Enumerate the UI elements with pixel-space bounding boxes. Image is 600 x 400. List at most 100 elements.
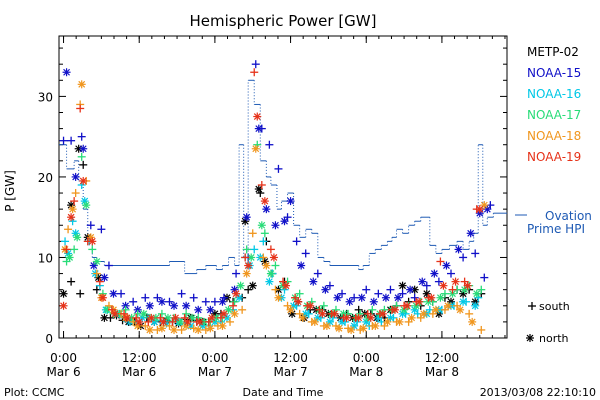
north-point bbox=[439, 281, 448, 290]
north-point bbox=[415, 297, 424, 306]
north-point bbox=[394, 293, 403, 302]
north-point bbox=[431, 305, 440, 314]
plot-frame bbox=[58, 35, 508, 339]
series-legend-item: NOAA-15 bbox=[527, 66, 581, 80]
north-point bbox=[235, 293, 244, 302]
north-point bbox=[65, 253, 74, 262]
south-point bbox=[229, 301, 238, 310]
north-point bbox=[306, 301, 315, 310]
north-point bbox=[92, 257, 101, 266]
north-point bbox=[262, 205, 271, 214]
north-point bbox=[330, 309, 339, 318]
north-point bbox=[442, 261, 451, 270]
south-point bbox=[271, 261, 280, 270]
north-point bbox=[395, 317, 404, 326]
north-point bbox=[322, 321, 331, 330]
north-point bbox=[82, 201, 91, 210]
north-point bbox=[251, 144, 260, 153]
north-point bbox=[454, 245, 463, 254]
series-legend: METP-02 NOAA-15 NOAA-16 NOAA-17 NOAA-18 NOAA-… bbox=[527, 45, 581, 164]
north-point bbox=[218, 297, 227, 306]
south-symbol bbox=[528, 302, 536, 310]
south-point bbox=[104, 301, 113, 310]
north-point bbox=[171, 313, 180, 322]
south-point bbox=[279, 277, 287, 286]
y-tick-label: 30 bbox=[38, 90, 53, 104]
south-point bbox=[251, 60, 260, 69]
south-point bbox=[448, 285, 457, 294]
series-legend-item: NOAA-18 bbox=[527, 129, 581, 143]
series-legend-item: NOAA-17 bbox=[527, 108, 581, 122]
north-point bbox=[145, 325, 154, 334]
south-point bbox=[86, 221, 95, 230]
north-point bbox=[443, 301, 452, 310]
north-point bbox=[157, 297, 166, 306]
south-point bbox=[250, 245, 259, 254]
chart-title: Hemispheric Power [GW] bbox=[190, 12, 377, 30]
south-point bbox=[434, 277, 443, 286]
south-point bbox=[440, 305, 449, 314]
north-point bbox=[475, 205, 484, 214]
south-point bbox=[440, 289, 449, 298]
north-point bbox=[456, 305, 465, 314]
data-points bbox=[59, 60, 495, 334]
north-point bbox=[468, 317, 477, 326]
north-point bbox=[354, 313, 363, 322]
north-point bbox=[274, 293, 283, 302]
north-point bbox=[89, 261, 98, 270]
north-point bbox=[236, 281, 245, 290]
south-point bbox=[301, 249, 310, 258]
south-point bbox=[315, 305, 324, 314]
x-tick-label-time: 0:00 bbox=[353, 351, 380, 365]
south-point bbox=[92, 285, 101, 294]
south-point bbox=[471, 249, 480, 258]
north-point bbox=[318, 309, 327, 318]
north-point bbox=[206, 324, 215, 333]
south-point bbox=[295, 309, 304, 318]
x-tick-label-date: Mar 7 bbox=[274, 365, 308, 379]
south-point bbox=[259, 253, 268, 262]
south-point bbox=[354, 305, 363, 314]
north-point bbox=[391, 305, 399, 314]
south-point bbox=[204, 317, 213, 326]
south-point bbox=[350, 293, 359, 302]
north-point bbox=[139, 309, 148, 318]
north-point bbox=[59, 289, 68, 298]
north-point bbox=[182, 301, 191, 310]
north-point bbox=[407, 313, 416, 322]
south-point bbox=[477, 285, 486, 294]
south-point bbox=[177, 325, 186, 334]
north-point bbox=[280, 217, 289, 226]
north-point bbox=[298, 313, 307, 322]
south-point bbox=[363, 309, 372, 318]
north-point bbox=[297, 261, 306, 270]
south-point bbox=[271, 285, 280, 294]
north-point bbox=[242, 269, 251, 278]
south-point bbox=[230, 297, 239, 306]
south-point bbox=[180, 313, 189, 322]
south-point bbox=[325, 281, 334, 290]
south-point bbox=[70, 197, 79, 206]
north-point bbox=[335, 324, 343, 333]
x-tick-label-date: Mar 7 bbox=[198, 365, 232, 379]
series-legend-item: NOAA-16 bbox=[527, 87, 581, 101]
north-point bbox=[398, 281, 407, 290]
south-point bbox=[295, 289, 304, 298]
ovation-label-line1: Ovation bbox=[545, 209, 592, 223]
north-point bbox=[254, 124, 263, 133]
south-point bbox=[62, 245, 71, 254]
south-point bbox=[95, 277, 104, 286]
north-point bbox=[406, 285, 415, 294]
south-point bbox=[362, 285, 371, 294]
north-point bbox=[145, 301, 154, 310]
south-point bbox=[59, 136, 68, 145]
north-point bbox=[271, 221, 280, 230]
south-point bbox=[447, 269, 455, 278]
north-point bbox=[77, 80, 86, 89]
north-point bbox=[422, 289, 431, 298]
south-point bbox=[238, 305, 247, 314]
north-point bbox=[294, 297, 303, 306]
series-legend-item: METP-02 bbox=[527, 45, 579, 59]
north-point bbox=[427, 293, 436, 302]
north-point bbox=[310, 317, 319, 326]
